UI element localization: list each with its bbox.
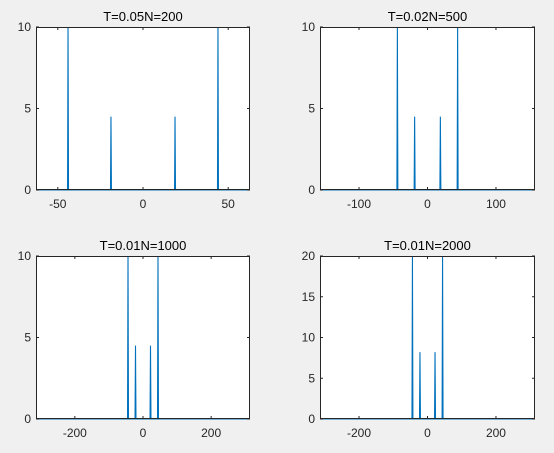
axes-background (36, 256, 250, 419)
y-tick-label: 5 (308, 102, 315, 116)
y-tick-label: 15 (302, 290, 316, 304)
x-tick-label: -200 (347, 426, 371, 440)
x-tick-label: -200 (63, 426, 87, 440)
y-tick-label: 0 (308, 412, 315, 426)
subplot-1: T=0.05N=200 -50 0 50 0 5 10 (18, 9, 250, 211)
axes-background (320, 256, 535, 419)
x-tick-label: -50 (49, 197, 67, 211)
y-tick-label: 5 (24, 331, 31, 345)
x-tick-label: 50 (222, 197, 236, 211)
subplot-title: T=0.02N=500 (388, 9, 468, 24)
x-tick-label: 100 (486, 197, 506, 211)
x-tick-label: 0 (140, 426, 147, 440)
x-tick-label: 0 (424, 426, 431, 440)
y-tick-label: 10 (18, 20, 32, 34)
subplot-4: T=0.01N=2000 -200 0 200 0 5 10 15 20 (302, 238, 535, 440)
axes-background (320, 27, 535, 190)
x-tick-label: 200 (201, 426, 221, 440)
x-tick-label: 200 (486, 426, 506, 440)
subplot-3: T=0.01N=1000 -200 0 200 0 5 10 (18, 238, 250, 440)
y-tick-label: 5 (308, 371, 315, 385)
axes-background (36, 27, 250, 190)
y-tick-label: 10 (18, 249, 32, 263)
subplot-title: T=0.01N=2000 (384, 238, 471, 253)
y-tick-label: 20 (302, 249, 316, 263)
subplot-title: T=0.01N=1000 (100, 238, 187, 253)
y-tick-label: 5 (24, 102, 31, 116)
y-tick-label: 0 (308, 183, 315, 197)
y-tick-label: 10 (302, 20, 316, 34)
y-tick-label: 0 (24, 183, 31, 197)
x-tick-label: -100 (347, 197, 371, 211)
subplot-title: T=0.05N=200 (103, 9, 183, 24)
y-tick-label: 10 (302, 331, 316, 345)
subplot-2: T=0.02N=500 -100 0 100 0 5 10 (302, 9, 535, 211)
x-tick-label: 0 (424, 197, 431, 211)
y-tick-label: 0 (24, 412, 31, 426)
x-tick-label: 0 (140, 197, 147, 211)
